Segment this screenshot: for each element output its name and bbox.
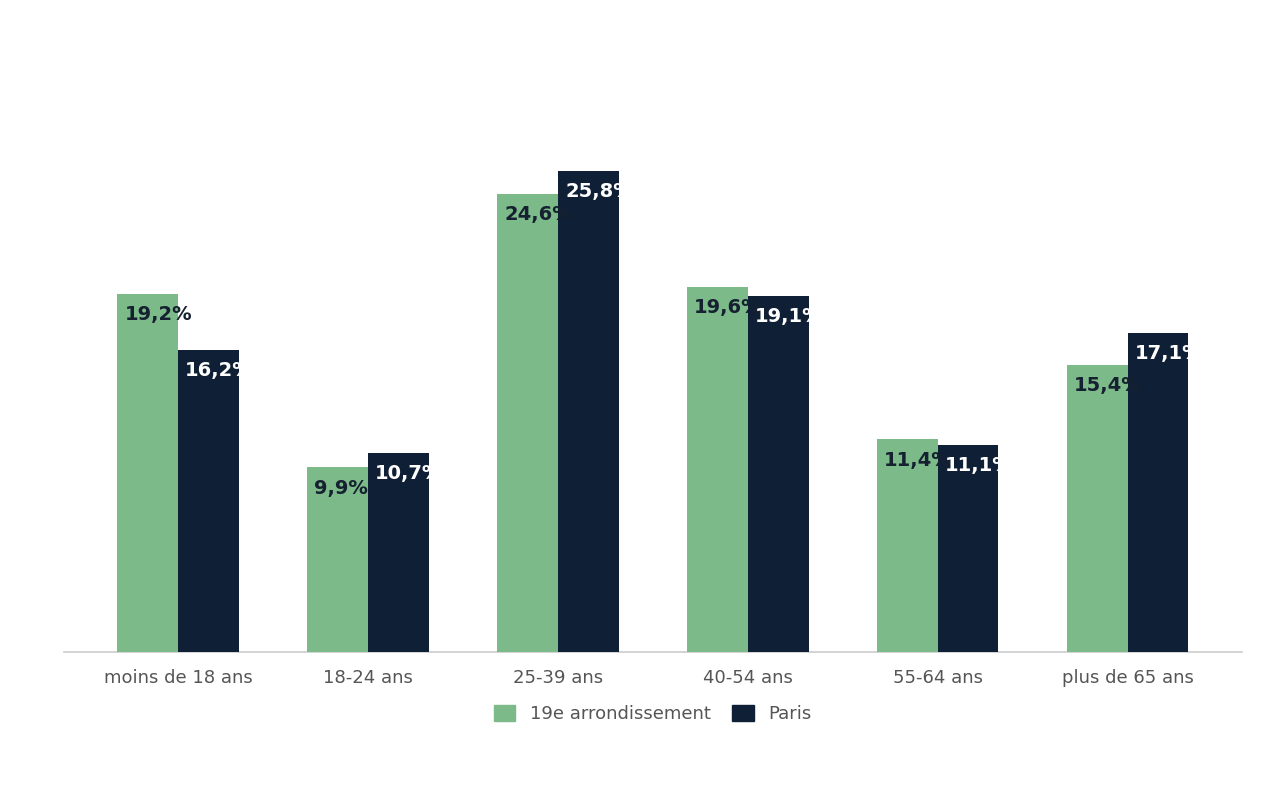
Text: 25,8%: 25,8% bbox=[566, 182, 632, 201]
Text: 15,4%: 15,4% bbox=[1074, 376, 1142, 395]
Text: 19,1%: 19,1% bbox=[755, 307, 823, 326]
Bar bbox=[1128, 333, 1188, 652]
Text: 16,2%: 16,2% bbox=[186, 361, 253, 380]
Text: 17,1%: 17,1% bbox=[1135, 344, 1202, 363]
Text: 24,6%: 24,6% bbox=[504, 205, 572, 223]
Text: 9,9%: 9,9% bbox=[315, 479, 369, 498]
Bar bbox=[1066, 365, 1128, 652]
Text: 11,1%: 11,1% bbox=[945, 456, 1012, 475]
Legend: 19e arrondissement, Paris: 19e arrondissement, Paris bbox=[485, 696, 820, 732]
Text: 19,6%: 19,6% bbox=[694, 298, 762, 317]
Text: 11,4%: 11,4% bbox=[884, 451, 952, 470]
Bar bbox=[938, 445, 998, 652]
Bar bbox=[118, 294, 178, 652]
Bar bbox=[178, 350, 239, 652]
Bar bbox=[497, 193, 558, 652]
Bar bbox=[367, 452, 429, 652]
Bar bbox=[877, 440, 938, 652]
Text: 19,2%: 19,2% bbox=[124, 305, 192, 324]
Bar bbox=[307, 467, 367, 652]
Bar bbox=[687, 287, 748, 652]
Bar bbox=[748, 296, 809, 652]
Bar bbox=[558, 171, 618, 652]
Text: 10,7%: 10,7% bbox=[375, 463, 443, 483]
